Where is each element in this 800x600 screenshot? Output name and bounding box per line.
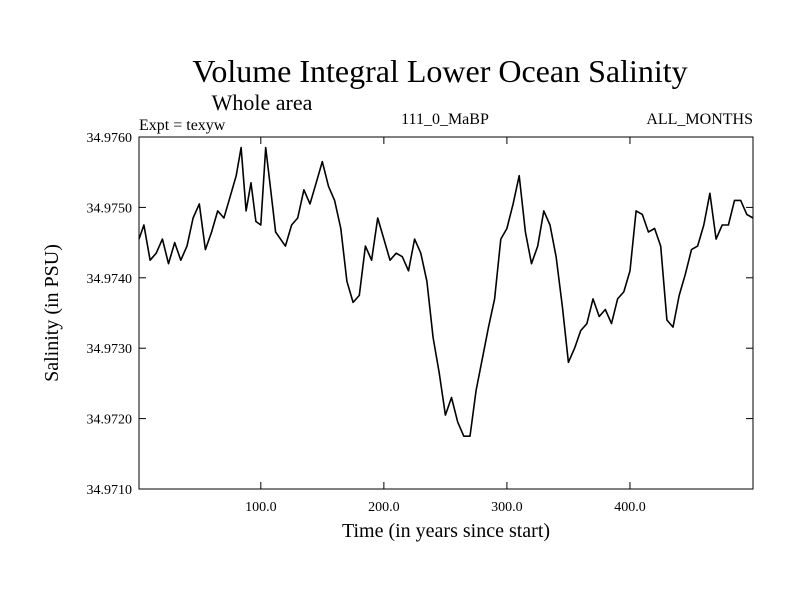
- x-axis-label: Time (in years since start): [342, 520, 550, 542]
- y-axis: 34.9710 34.9720 34.9730 34.9740 34.9750 34.97…: [87, 131, 753, 498]
- x-tick-label: 100.0: [245, 500, 277, 515]
- salinity-series-line: [138, 146, 754, 437]
- x-tick-label: 200.0: [368, 500, 400, 515]
- y-tick-label: 34.9750: [87, 201, 133, 216]
- months-label: ALL_MONTHS: [646, 111, 753, 128]
- experiment-label: Expt = texyw: [139, 117, 226, 134]
- y-tick-label: 34.9740: [87, 272, 133, 287]
- chart-title: Volume Integral Lower Ocean Salinity: [192, 53, 687, 89]
- x-tick-label: 400.0: [614, 500, 646, 515]
- x-tick-label: 300.0: [491, 500, 523, 515]
- x-axis: 100.0 200.0 300.0 400.0: [245, 137, 646, 515]
- y-tick-label: 34.9720: [87, 413, 133, 428]
- y-axis-label: Salinity (in PSU): [41, 244, 63, 382]
- y-tick-label: 34.9710: [87, 483, 133, 498]
- chart-subtitle: Whole area: [212, 90, 313, 115]
- y-tick-label: 34.9760: [87, 131, 133, 146]
- period-label: 111_0_MaBP: [401, 111, 489, 128]
- y-tick-label: 34.9730: [87, 342, 133, 357]
- plot-frame: [138, 136, 754, 490]
